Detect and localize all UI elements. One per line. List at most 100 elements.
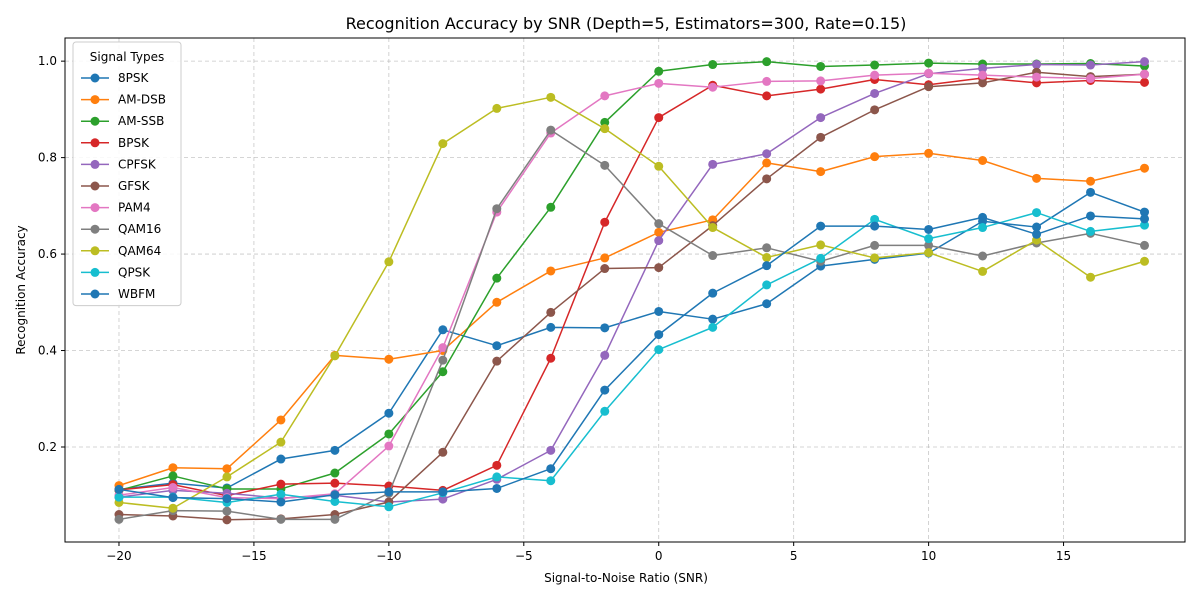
data-point [168, 483, 178, 493]
data-point [330, 490, 340, 500]
series-line [118, 96, 1145, 509]
data-point [816, 240, 826, 250]
data-point [384, 429, 394, 439]
data-point [870, 240, 880, 250]
data-point [438, 343, 448, 353]
legend-label: WBFM [118, 287, 155, 301]
data-point [978, 63, 988, 73]
legend-label: AM-DSB [118, 93, 166, 107]
data-point [978, 70, 988, 80]
data-point [924, 68, 934, 78]
data-point [924, 248, 934, 258]
data-point [1140, 69, 1150, 79]
data-point [546, 476, 556, 486]
data-point [708, 82, 718, 92]
data-point [276, 479, 286, 489]
legend-item: PAM4 [81, 201, 151, 215]
data-point [168, 463, 178, 473]
legend-marker [90, 203, 100, 213]
data-point [870, 88, 880, 98]
data-point [1140, 220, 1150, 230]
legend-label: BPSK [118, 136, 150, 150]
legend-marker [90, 289, 100, 299]
y-tick-label: 0.6 [38, 247, 57, 261]
data-point [870, 221, 880, 231]
x-tick-label: −5 [515, 549, 533, 563]
data-point [600, 385, 610, 395]
data-point [1086, 74, 1096, 84]
data-point [870, 253, 880, 263]
data-point [438, 367, 448, 377]
data-point [168, 503, 178, 513]
data-point [978, 223, 988, 233]
data-point [1086, 60, 1096, 70]
data-point [654, 161, 664, 171]
legend-label: 8PSK [118, 71, 149, 85]
legend-item: WBFM [81, 287, 155, 301]
data-point [654, 113, 664, 123]
data-point [654, 236, 664, 246]
data-point [114, 514, 124, 524]
legend-marker [90, 95, 100, 105]
series-gfsk [114, 67, 1150, 525]
series-qam64 [114, 92, 1150, 513]
legend-box [72, 41, 182, 307]
data-point [654, 330, 664, 340]
x-tick-label: 10 [921, 549, 936, 563]
y-tick-label: 0.8 [38, 151, 57, 165]
data-point [600, 160, 610, 170]
data-point [708, 251, 718, 261]
series-line [118, 77, 1145, 497]
data-point [546, 464, 556, 474]
data-point [114, 492, 124, 502]
data-point [546, 125, 556, 135]
plot-frame [64, 37, 1186, 543]
data-point [978, 78, 988, 88]
data-point [222, 464, 232, 474]
data-point [654, 219, 664, 229]
chart-title: Recognition Accuracy by SNR (Depth=5, Es… [346, 14, 907, 33]
data-point [708, 60, 718, 70]
legend-label: PAM4 [118, 201, 151, 215]
series-line [118, 191, 1145, 491]
data-point [1140, 163, 1150, 173]
data-point [708, 322, 718, 332]
data-point [1032, 208, 1042, 218]
data-point [762, 174, 772, 184]
legend-marker [90, 267, 100, 277]
data-point [546, 92, 556, 102]
data-point [870, 60, 880, 70]
y-tick-label: 1.0 [38, 54, 57, 68]
data-point [762, 261, 772, 271]
data-point [978, 266, 988, 276]
data-point [438, 325, 448, 335]
data-point [762, 280, 772, 290]
data-point [600, 264, 610, 274]
data-point [924, 240, 934, 250]
data-point [438, 355, 448, 365]
data-point [762, 243, 772, 253]
data-point [816, 61, 826, 71]
data-point [492, 356, 502, 366]
data-point [816, 84, 826, 94]
data-point [600, 253, 610, 263]
series-line [118, 72, 1145, 500]
data-point [1086, 187, 1096, 197]
series-layer [114, 57, 1150, 525]
data-point [762, 149, 772, 159]
data-point [330, 468, 340, 478]
data-point [1032, 222, 1042, 232]
data-point [222, 472, 232, 482]
legend-item: 8PSK [81, 71, 149, 85]
data-point [978, 251, 988, 261]
legend-marker [90, 181, 100, 191]
data-point [924, 234, 934, 244]
legend-marker [90, 159, 100, 169]
data-point [654, 66, 664, 76]
legend-title: Signal Types [90, 50, 165, 64]
data-point [600, 350, 610, 360]
x-tick-label: 5 [790, 549, 798, 563]
data-point [708, 159, 718, 169]
data-point [816, 167, 826, 177]
